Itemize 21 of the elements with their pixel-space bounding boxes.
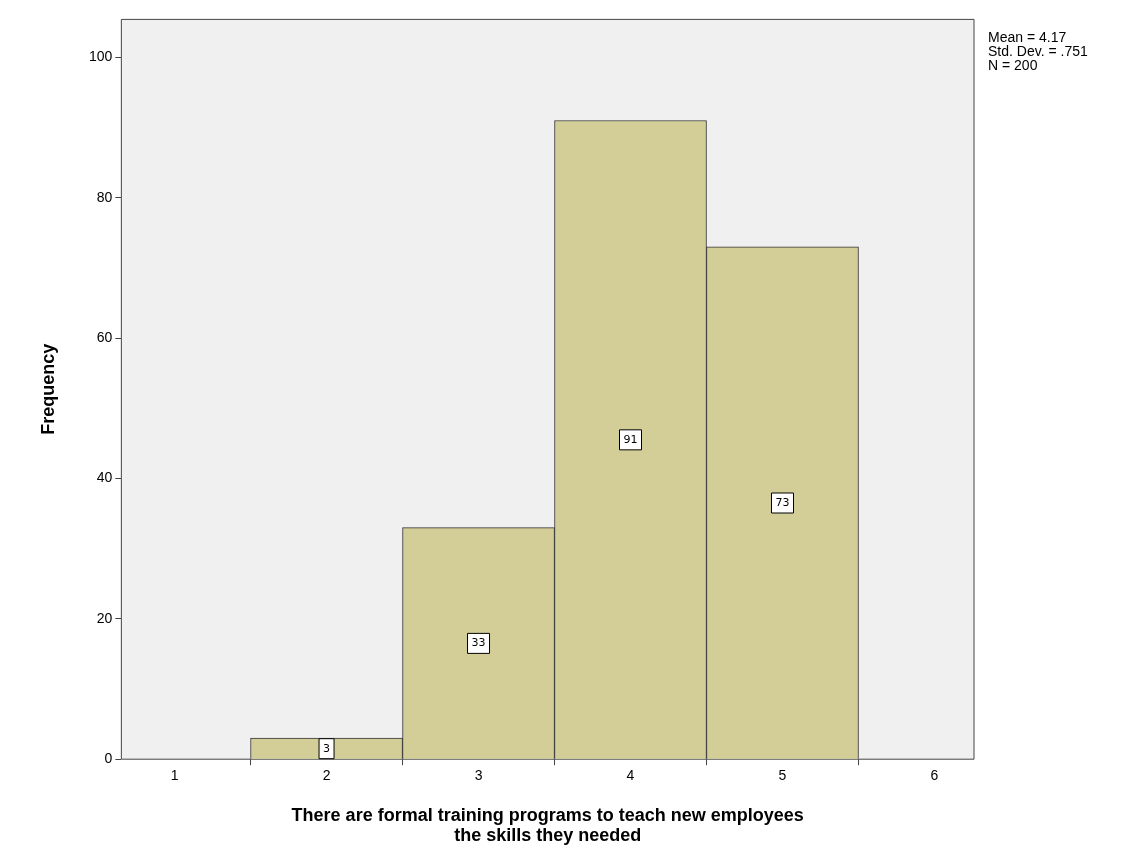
x-tick-label: 1 [170,767,179,784]
x-tick-label: 4 [626,767,635,784]
text: N = 200 [988,57,1038,74]
x-tick-label: 6 [930,767,939,784]
text: Std. Dev. = .751 [988,43,1088,60]
y-axis-title: Frequency [38,343,59,435]
text: Mean = 4.17 [988,29,1067,46]
y-tick-label: 80 [96,188,113,205]
x-tick-label: 3 [474,767,483,784]
x-axis-title: There are formal training programs to teach new employees the skills they needed [291,805,804,846]
data-label: 91 [623,432,638,446]
data-label: 3 [323,741,331,755]
x-tick-label: 2 [322,767,331,784]
data-label: 73 [775,495,790,509]
y-tick-label: 20 [96,609,113,626]
y-tick-label: 40 [96,469,113,486]
y-tick-label: 100 [89,48,113,65]
y-tick-label: 0 [104,750,113,767]
x-tick-label: 5 [778,767,787,784]
data-label: 33 [471,636,486,650]
y-tick-label: 60 [96,328,113,345]
